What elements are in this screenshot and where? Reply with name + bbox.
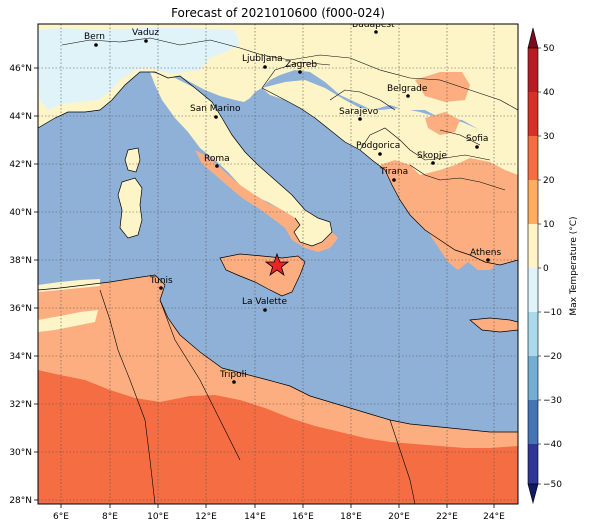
colorbar-band-neg10-0: [528, 268, 538, 312]
x-tick-24e: 24°E: [483, 512, 505, 522]
city-label-tunis: Tunis: [149, 276, 173, 286]
x-axis-ticks: 6°E 8°E 10°E 12°E 14°E 16°E 18°E 20°E 22…: [53, 504, 505, 522]
y-axis-ticks: 46°N 44°N 42°N 40°N 38°N 36°N 34°N 32°N …: [9, 64, 38, 506]
city-markers: Bern Vaduz Budapest Ljubljana Zagreb Bel…: [84, 20, 501, 384]
y-tick-42n: 42°N: [9, 160, 32, 170]
map-title: Forecast of 2021010600 (f000-024): [171, 6, 385, 20]
x-tick-6e: 6°E: [53, 512, 69, 522]
coastlines: [38, 71, 518, 433]
city-label-sarajevo: Sarajevo: [339, 107, 379, 117]
colorbar-tick-neg20: −20: [543, 352, 562, 362]
city-label-skopje: Skopje: [417, 151, 447, 161]
y-tick-36n: 36°N: [9, 304, 32, 314]
city-dot-sarajevo: [358, 117, 362, 121]
city-label-athens: Athens: [470, 248, 501, 258]
city-dot-budapest: [374, 30, 378, 34]
city-label-vaduz: Vaduz: [132, 28, 159, 38]
greece-land: [420, 215, 500, 270]
colorbar-tick-neg30: −30: [543, 396, 562, 406]
city-dot-athens: [486, 258, 490, 262]
colorbar: 50 40 30 20 10 0 −10 −20 −30 −40 −50 Max…: [527, 27, 579, 505]
y-tick-40n: 40°N: [9, 208, 32, 218]
colorbar-band-neg50-neg40: [528, 444, 538, 484]
city-dot-belgrade: [406, 94, 410, 98]
colorbar-tick-30: 30: [543, 132, 555, 142]
city-label-tripoli: Tripoli: [219, 370, 247, 380]
y-tick-34n: 34°N: [9, 352, 32, 362]
city-label-ljubljana: Ljubljana: [242, 54, 283, 64]
colorbar-band-0-10: [528, 224, 538, 268]
city-dot-vaduz: [144, 39, 148, 43]
colorbar-tick-40: 40: [543, 88, 555, 98]
colorbar-band-neg30-neg20: [528, 356, 538, 400]
city-dot-sofia: [475, 145, 479, 149]
y-tick-28n: 28°N: [9, 496, 32, 506]
colorbar-band-40-50: [528, 48, 538, 92]
colorbar-frame: [527, 47, 539, 485]
map-frame: [37, 23, 519, 505]
y-tick-46n: 46°N: [9, 64, 32, 74]
balkans-warm-zones: [380, 72, 518, 265]
city-dot-podgorica: [378, 152, 382, 156]
corsica-land: [125, 148, 140, 172]
colorbar-label: Max Temperature (°C): [569, 216, 579, 315]
city-dot-bern: [94, 43, 98, 47]
x-tick-16e: 16°E: [292, 512, 314, 522]
x-tick-8e: 8°E: [102, 512, 118, 522]
city-label-sofia: Sofia: [466, 134, 488, 144]
y-tick-44n: 44°N: [9, 112, 32, 122]
alps-cold-region: [38, 28, 240, 110]
city-dot-san-marino: [214, 115, 218, 119]
colorbar-tick-neg50: −50: [543, 480, 562, 490]
x-tick-22e: 22°E: [436, 512, 458, 522]
colorbar-band-neg40-neg30: [528, 400, 538, 444]
y-tick-32n: 32°N: [9, 400, 32, 410]
colorbar-band-10-20: [528, 180, 538, 224]
city-label-san-marino: San Marino: [190, 104, 241, 114]
y-tick-30n: 30°N: [9, 448, 32, 458]
colorbar-tick-neg10: −10: [543, 308, 562, 318]
city-label-podgorica: Podgorica: [356, 141, 400, 151]
x-tick-10e: 10°E: [147, 512, 169, 522]
colorbar-band-30-40: [528, 92, 538, 136]
city-dot-roma: [215, 164, 219, 168]
city-dot-tunis: [159, 286, 163, 290]
city-dot-tirana: [392, 178, 396, 182]
location-star-marker: [264, 252, 290, 277]
colorbar-band-neg20-neg10: [528, 312, 538, 356]
city-dot-la-valette: [263, 308, 267, 312]
city-label-budapest: Budapest: [352, 20, 395, 30]
colorbar-top-arrow: [527, 27, 539, 49]
city-label-la-valette: La Valette: [242, 297, 287, 307]
city-label-tirana: Tirana: [379, 167, 408, 177]
colorbar-tick-50: 50: [543, 44, 555, 54]
city-dot-skopje: [431, 161, 435, 165]
colorbar-tick-10: 10: [543, 220, 555, 230]
tunisia-cool-band: [38, 310, 98, 332]
colorbar-tick-0: 0: [543, 264, 549, 274]
x-tick-20e: 20°E: [388, 512, 410, 522]
colorbar-tick-neg40: −40: [543, 440, 562, 450]
italy-land: [150, 72, 332, 246]
x-tick-18e: 18°E: [340, 512, 362, 522]
city-dot-ljubljana: [263, 65, 267, 69]
colorbar-bottom-arrow: [527, 483, 539, 505]
map-plot-area: Bern Vaduz Budapest Ljubljana Zagreb Bel…: [38, 20, 518, 504]
x-tick-12e: 12°E: [195, 512, 217, 522]
x-tick-14e: 14°E: [244, 512, 266, 522]
graticule: [38, 24, 518, 504]
colorbar-tick-20: 20: [543, 176, 555, 186]
italy-warm-coast: [195, 150, 338, 252]
city-dot-zagreb: [298, 70, 302, 74]
sardinia-land: [118, 178, 142, 238]
city-label-zagreb: Zagreb: [285, 60, 317, 70]
colorbar-band-20-30: [528, 136, 538, 180]
y-tick-38n: 38°N: [9, 256, 32, 266]
city-dot-tripoli: [232, 380, 236, 384]
city-label-roma: Roma: [204, 154, 230, 164]
city-label-bern: Bern: [84, 32, 105, 42]
country-borders: [61, 37, 518, 504]
city-label-belgrade: Belgrade: [387, 84, 428, 94]
